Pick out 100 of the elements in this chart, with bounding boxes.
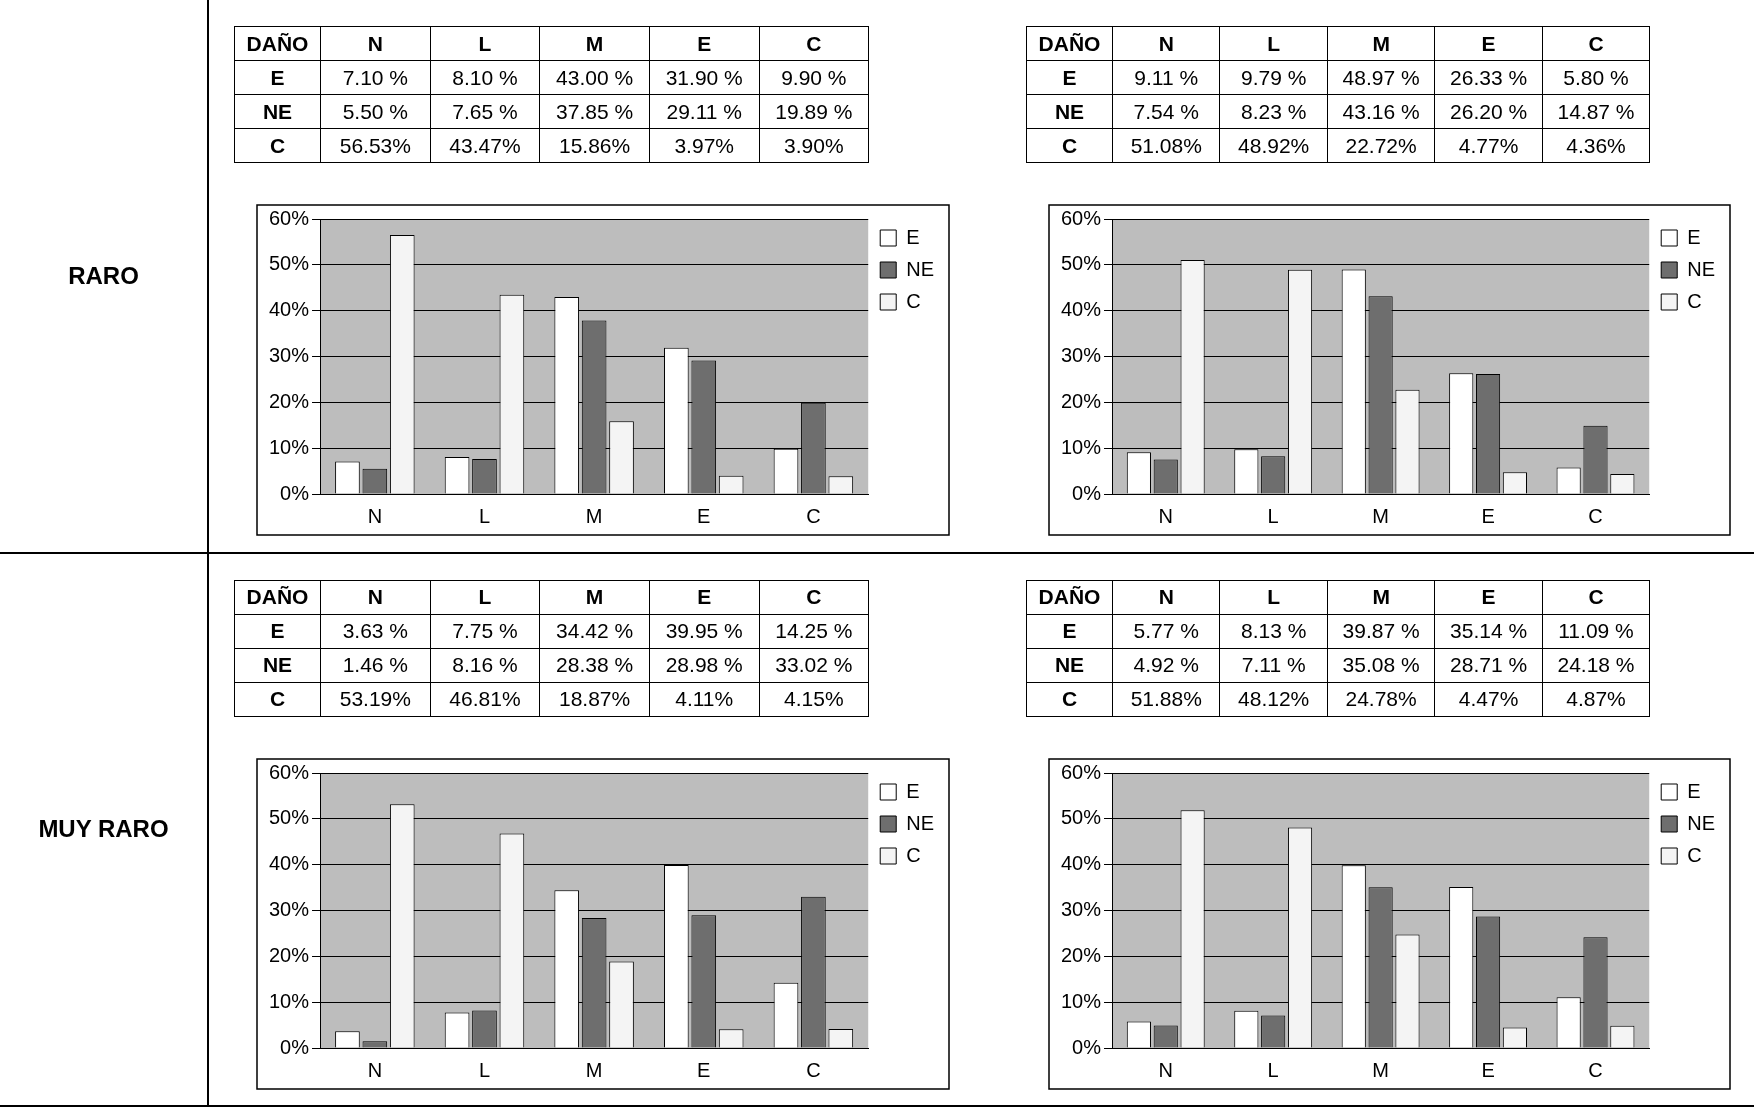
y-tick-label: 0% [280, 1035, 310, 1058]
x-tick-label: C [806, 504, 821, 527]
y-tick-label: 60% [1061, 206, 1102, 229]
legend-label: E [906, 225, 920, 248]
text: C [1061, 133, 1078, 157]
y-tick-label: 60% [269, 206, 310, 229]
data-label: 7.10 % [320, 60, 431, 95]
y-tick-label: 10% [269, 989, 310, 1012]
text: NE [262, 99, 293, 123]
text: NE [1054, 99, 1085, 123]
category-label: N [367, 585, 383, 608]
x-tick-label: M [1372, 504, 1389, 527]
text: C [269, 687, 286, 710]
data-label: 26.20 % [1434, 94, 1543, 129]
y-tick-label: 10% [1061, 435, 1102, 458]
data-label: 43.00 % [539, 60, 650, 95]
legend-label: C [906, 289, 921, 312]
y-tick-label: 60% [269, 760, 310, 783]
legend-label: C [906, 843, 921, 866]
x-tick-label: C [1588, 504, 1603, 527]
data-label: 35.14 % [1434, 614, 1543, 648]
y-tick-label: 40% [1061, 851, 1102, 874]
text: C [269, 133, 286, 157]
data-label: 19.89 % [759, 94, 869, 129]
y-tick-label: 20% [269, 389, 310, 412]
data-label: 5.77 % [1112, 614, 1220, 648]
data-label: 3.97% [649, 128, 760, 163]
category-label: N [367, 31, 383, 55]
text: NE [262, 653, 293, 676]
y-tick-label: 30% [1061, 344, 1102, 367]
data-label: 28.71 % [1434, 648, 1543, 682]
category-label: C [1588, 31, 1604, 55]
x-tick-label: C [806, 1058, 821, 1081]
data-label: 14.25 % [759, 614, 869, 648]
data-label: 33.02 % [759, 648, 869, 682]
data-label: 7.11 % [1219, 648, 1328, 682]
data-label: 35.08 % [1327, 648, 1435, 682]
data-label: 28.98 % [649, 648, 760, 682]
y-tick-label: 10% [1061, 989, 1102, 1012]
text: MUY RARO [38, 815, 169, 844]
legend-label: E [1687, 225, 1701, 248]
x-tick-label: L [1267, 504, 1279, 527]
y-tick-label: 0% [1072, 481, 1102, 504]
data-label: 4.87% [1542, 682, 1650, 716]
data-label: 56.53% [320, 128, 431, 163]
x-tick-label: C [1588, 1058, 1603, 1081]
text: NE [1054, 653, 1085, 676]
category-label: L [1267, 585, 1281, 608]
data-label: 4.92 % [1112, 648, 1220, 682]
category-label: E [1481, 31, 1496, 55]
data-label: 9.90 % [759, 60, 869, 95]
data-label: 28.38 % [539, 648, 650, 682]
data-label: 7.75 % [430, 614, 540, 648]
x-tick-label: N [367, 504, 383, 527]
data-label: 15.86% [539, 128, 650, 163]
text: DAÑO [234, 580, 321, 614]
y-tick-label: 40% [1061, 298, 1102, 321]
x-tick-label: L [1267, 1058, 1279, 1081]
data-label: 48.12% [1219, 682, 1328, 716]
y-tick-label: 0% [280, 481, 310, 504]
data-label: 5.80 % [1542, 60, 1650, 95]
category-label: M [585, 31, 604, 55]
text: C [1061, 687, 1078, 710]
text: DAÑO [1026, 26, 1113, 61]
y-tick-label: 0% [1072, 1035, 1102, 1058]
category-label: L [478, 585, 492, 608]
data-label: 18.87% [539, 682, 650, 716]
category-label: C [806, 31, 822, 55]
category-label: L [1267, 31, 1281, 55]
data-label: 26.33 % [1434, 60, 1543, 95]
text: E [270, 65, 285, 89]
y-tick-label: 20% [1061, 943, 1102, 966]
category-label: E [697, 31, 712, 55]
x-tick-label: N [1158, 504, 1173, 527]
text: E [270, 619, 285, 642]
data-label: 51.08% [1112, 128, 1220, 163]
text: DAÑO [1026, 580, 1113, 614]
data-label: 3.63 % [320, 614, 431, 648]
x-tick-label: M [585, 504, 603, 527]
text: E [1062, 65, 1077, 89]
data-label: 53.19% [320, 682, 431, 716]
data-label: 31.90 % [649, 60, 760, 95]
legend-label: E [906, 779, 920, 802]
category-label: E [697, 585, 712, 608]
data-label: 8.10 % [430, 60, 540, 95]
legend-label: C [1687, 289, 1702, 312]
x-tick-label: E [1481, 504, 1495, 527]
x-tick-label: E [697, 1058, 711, 1081]
legend-label: C [1687, 843, 1702, 866]
data-label: 11.09 % [1542, 614, 1650, 648]
data-label: 37.85 % [539, 94, 650, 129]
data-label: 7.54 % [1112, 94, 1220, 129]
category-label: C [1588, 585, 1604, 608]
category-label: E [1481, 585, 1496, 608]
y-tick-label: 30% [269, 897, 310, 920]
x-tick-label: N [1158, 1058, 1173, 1081]
data-label: 29.11 % [649, 94, 760, 129]
x-tick-label: M [585, 1058, 603, 1081]
data-label: 51.88% [1112, 682, 1220, 716]
y-tick-label: 20% [269, 943, 310, 966]
